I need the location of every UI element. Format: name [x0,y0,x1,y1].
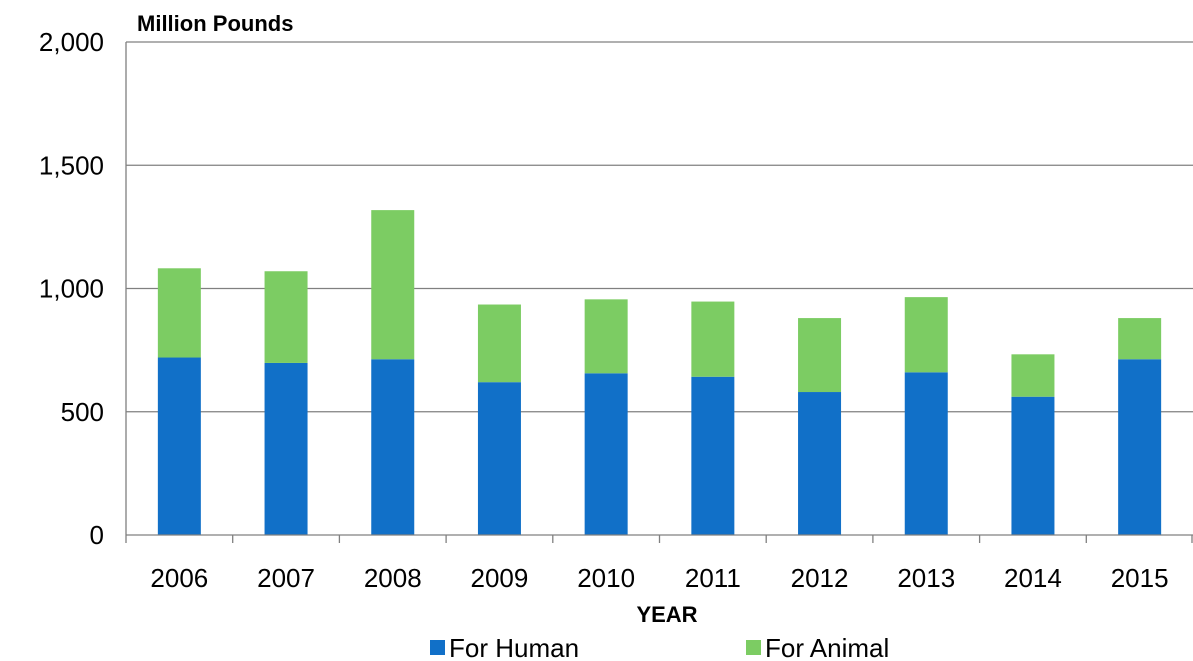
y-axis-title: Million Pounds [137,11,293,36]
x-tick-label: 2015 [1111,563,1169,593]
x-tick-labels: 2006 2007 2008 2009 2010 2011 2012 2013 2014 2015 [150,563,1168,593]
bar-for-animal-2008 [371,210,415,360]
x-axis-title: YEAR [636,602,697,627]
legend-swatch-for-animal [746,640,761,655]
legend: For Human For Animal [430,633,889,661]
y-tick-labels: 0 500 1,000 1,500 2,000 [39,27,104,550]
bar-for-human-2015 [1118,359,1162,535]
bars [157,210,1162,535]
y-tick-label: 2,000 [39,27,104,57]
x-tick-label: 2011 [685,563,741,593]
bar-for-animal-2010 [584,299,628,374]
bar-for-human-2009 [477,382,521,535]
x-tick-label: 2008 [364,563,422,593]
axes [125,42,1193,543]
bar-for-human-2014 [1011,396,1055,535]
bar-for-animal-2013 [904,297,948,373]
legend-label: For Animal [765,633,889,661]
x-tick-label: 2006 [150,563,208,593]
x-tick-label: 2010 [577,563,635,593]
bar-for-human-2012 [798,392,842,535]
bar-for-animal-2012 [798,318,842,393]
x-tick-label: 2009 [471,563,529,593]
y-tick-label: 500 [61,397,104,427]
bar-for-human-2011 [691,376,735,535]
bar-for-human-2006 [157,357,201,535]
bar-for-animal-2014 [1011,354,1055,397]
bar-for-animal-2009 [477,304,521,383]
bar-for-animal-2015 [1118,318,1162,360]
bar-for-human-2013 [904,372,948,535]
bar-for-human-2008 [371,359,415,535]
x-tick-label: 2012 [791,563,849,593]
bar-for-animal-2006 [157,268,201,358]
x-tick-label: 2007 [257,563,315,593]
bar-for-human-2010 [584,373,628,535]
y-tick-label: 1,000 [39,274,104,304]
bar-for-human-2007 [264,362,308,535]
x-tick-label: 2013 [897,563,955,593]
legend-swatch-for-human [430,640,445,655]
legend-label: For Human [449,633,579,661]
y-tick-label: 1,500 [39,150,104,180]
bar-for-animal-2011 [691,301,735,377]
bar-for-animal-2007 [264,271,308,363]
y-tick-label: 0 [90,520,104,550]
x-tick-label: 2014 [1004,563,1062,593]
